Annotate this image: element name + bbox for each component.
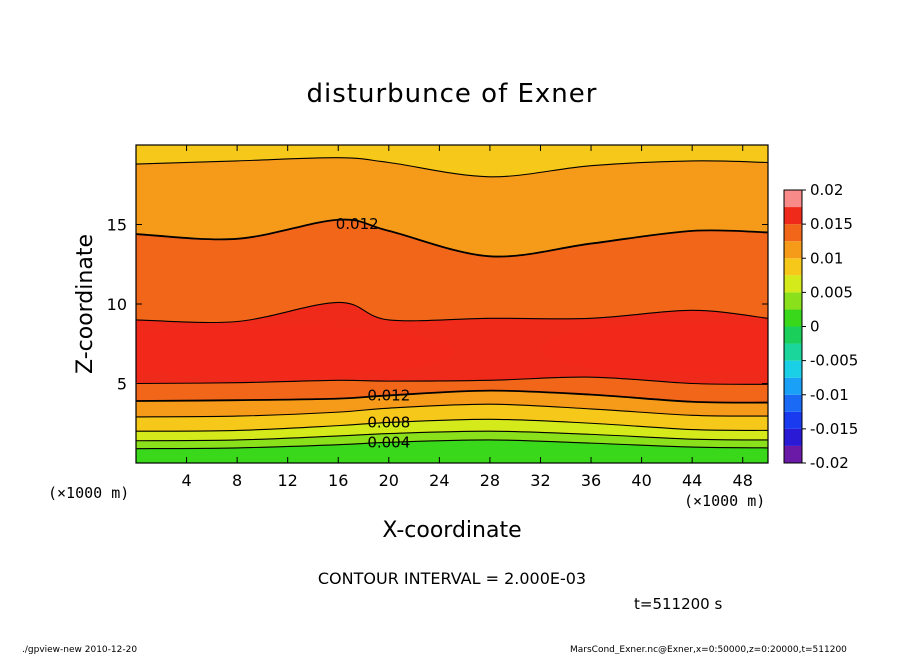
colorbar-tick-label: 0 bbox=[810, 318, 820, 336]
colorbar-segment bbox=[784, 292, 802, 310]
x-unit-right: (×1000 m) bbox=[684, 492, 765, 510]
x-unit-left: (×1000 m) bbox=[48, 484, 129, 502]
footer-left: ./gpview-new 2010-12-20 bbox=[22, 645, 137, 654]
colorbar-tick-label: -0.02 bbox=[810, 454, 849, 472]
contour-lines: 0.004 0.008 0.012 0.012 bbox=[136, 157, 768, 451]
contour-line bbox=[136, 301, 768, 324]
colorbar-segment bbox=[784, 360, 802, 378]
colorbar-segment bbox=[784, 394, 802, 412]
contour-interval-text: CONTOUR INTERVAL = 2.000E-03 bbox=[318, 569, 586, 588]
colorbar bbox=[783, 189, 803, 464]
contour-line bbox=[136, 157, 768, 178]
x-tick-label: 16 bbox=[328, 471, 348, 490]
x-axis-label: X-coordinate bbox=[382, 518, 521, 543]
x-tick-label: 8 bbox=[232, 471, 242, 490]
colorbar-segment bbox=[784, 309, 802, 327]
colorbar-segment bbox=[784, 275, 802, 293]
x-tick-label: 12 bbox=[278, 471, 298, 490]
colorbar-tick-label: -0.015 bbox=[810, 420, 858, 438]
colorbar-tick-label: -0.005 bbox=[810, 352, 858, 370]
core-right bbox=[542, 322, 768, 375]
contour-label: 0.008 bbox=[367, 413, 410, 431]
colorbar-segment bbox=[784, 343, 802, 361]
colorbar-segment bbox=[784, 224, 802, 242]
contour-label: 0.012 bbox=[367, 386, 410, 404]
colorbar-segment bbox=[784, 207, 802, 225]
contour-line bbox=[136, 389, 768, 404]
contour-line bbox=[136, 430, 768, 442]
colorbar-segment bbox=[784, 190, 802, 208]
x-tick-label: 4 bbox=[181, 471, 191, 490]
x-tick-label: 48 bbox=[733, 471, 753, 490]
y-axis-label: Z-coordinate bbox=[73, 234, 98, 374]
chart-title: disturbunce of Exner bbox=[307, 79, 598, 109]
x-tick-label: 24 bbox=[429, 471, 449, 490]
x-tick-label: 44 bbox=[682, 471, 702, 490]
colorbar-segment bbox=[784, 411, 802, 429]
y-tick-label: 10 bbox=[107, 295, 127, 314]
colorbar-segment bbox=[784, 326, 802, 344]
contour-line bbox=[136, 218, 768, 258]
colorbar-tick-label: 0.015 bbox=[810, 215, 853, 233]
x-tick-label: 32 bbox=[530, 471, 550, 490]
band-fill bbox=[136, 439, 768, 463]
contour-label: 0.012 bbox=[336, 215, 379, 233]
time-label: t=511200 s bbox=[634, 595, 722, 613]
colorbar-tick-label: 0.01 bbox=[810, 249, 843, 267]
footer-right: MarsCond_Exner.nc@Exner,x=0:50000,z=0:20… bbox=[570, 645, 847, 654]
core-left bbox=[136, 325, 453, 378]
x-tick-label: 28 bbox=[480, 471, 500, 490]
contour-label: 0.004 bbox=[367, 433, 410, 451]
x-tick-label: 36 bbox=[581, 471, 601, 490]
contour-line bbox=[136, 418, 768, 432]
contour-line bbox=[136, 376, 768, 385]
colorbar-segment bbox=[784, 377, 802, 395]
colorbar-ticks: 0.02 0.015 0.01 0.005 0 -0.005 -0.01 -0.015 -0.0… bbox=[802, 181, 858, 472]
contour-line bbox=[136, 439, 768, 450]
y-tick-label: 5 bbox=[117, 375, 127, 394]
heatmap-field bbox=[136, 145, 768, 463]
colorbar-tick-label: 0.02 bbox=[810, 181, 843, 199]
x-tick-label: 40 bbox=[631, 471, 651, 490]
colorbar-segment bbox=[784, 258, 802, 276]
colorbar-segment bbox=[784, 241, 802, 259]
colorbar-segment bbox=[784, 428, 802, 446]
colorbar-segment bbox=[784, 445, 802, 463]
y-tick-label: 15 bbox=[107, 216, 127, 235]
x-axis-ticks: 4 8 12 16 20 24 28 32 36 40 44 48 bbox=[181, 145, 753, 490]
y-axis-ticks: 5 10 15 bbox=[107, 216, 768, 394]
x-tick-label: 20 bbox=[379, 471, 399, 490]
colorbar-tick-label: -0.01 bbox=[810, 386, 849, 404]
contour-line bbox=[136, 403, 768, 418]
colorbar-tick-label: 0.005 bbox=[810, 283, 853, 301]
